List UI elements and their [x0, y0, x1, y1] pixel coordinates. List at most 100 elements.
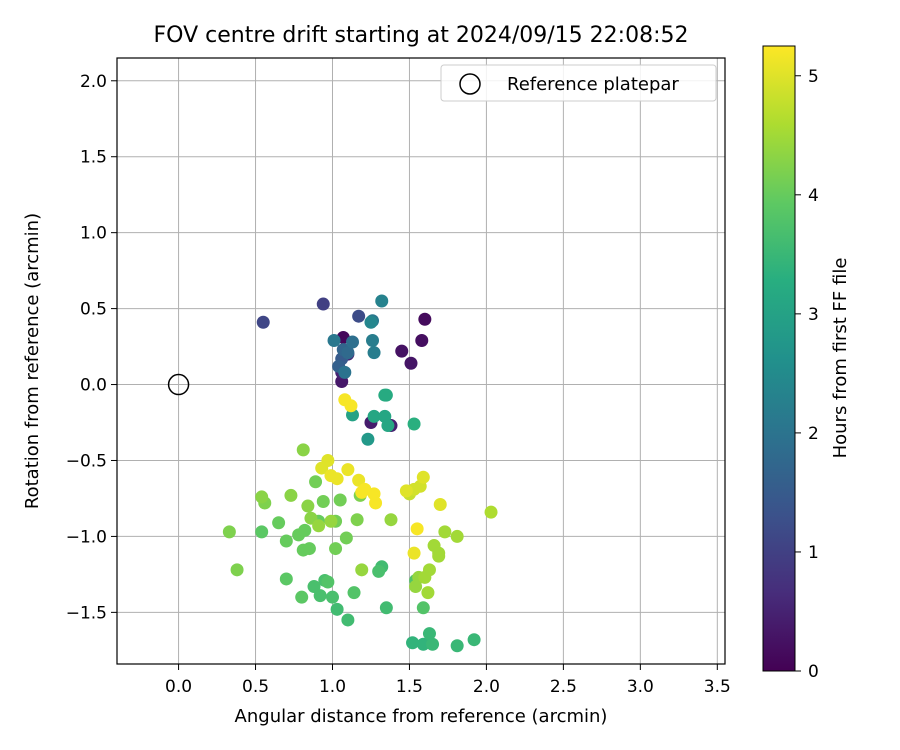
data-point: [355, 563, 369, 577]
x-tick-label: 1.0: [319, 677, 346, 697]
data-point: [467, 633, 481, 647]
data-point: [307, 580, 321, 594]
colorbar: 0 1 2 3 4 5 Hours from first FF file: [762, 45, 851, 682]
data-point: [255, 525, 269, 539]
data-point: [350, 513, 364, 527]
legend-reference-marker: [459, 73, 481, 95]
colorbar-gradient: [762, 45, 796, 672]
data-point: [316, 494, 330, 508]
colorbar-tick-label: 3: [808, 305, 819, 325]
data-point: [407, 546, 421, 560]
data-point: [366, 333, 380, 347]
data-point: [384, 513, 398, 527]
data-point: [284, 488, 298, 502]
colorbar-tick-label: 2: [808, 424, 819, 444]
data-point: [321, 575, 335, 589]
data-point: [416, 601, 430, 615]
data-point: [256, 315, 270, 329]
data-point: [484, 505, 498, 519]
y-tick-label: 0.0: [80, 376, 107, 396]
data-point: [422, 563, 436, 577]
colorbar-tick-label: 0: [808, 662, 819, 682]
data-point: [330, 602, 344, 616]
data-point: [416, 470, 430, 484]
colorbar-tick-label: 4: [808, 186, 819, 206]
data-point: [395, 344, 409, 358]
data-point: [418, 312, 432, 326]
colorbar-ticks: 0 1 2 3 4 5: [795, 67, 819, 682]
x-tick-label: 2.5: [550, 677, 577, 697]
data-point: [222, 525, 236, 539]
legend-box: [440, 64, 717, 102]
y-tick-label: −1.5: [66, 603, 107, 623]
data-point: [369, 496, 383, 510]
x-tick-label: 3.0: [627, 677, 654, 697]
legend: Reference platepar: [440, 64, 717, 102]
data-point: [379, 388, 393, 402]
data-point: [327, 333, 341, 347]
x-tick-label: 0.5: [242, 677, 269, 697]
data-point: [433, 498, 447, 512]
data-point: [399, 484, 413, 498]
y-axis-label: Rotation from reference (arcmin): [22, 213, 43, 509]
grid-lines: [117, 58, 725, 664]
data-point: [333, 493, 347, 507]
data-point: [295, 590, 309, 604]
data-point: [352, 309, 366, 323]
y-tick-label: −1.0: [66, 527, 107, 547]
data-point: [338, 365, 352, 379]
colorbar-label: Hours from first FF file: [830, 258, 851, 459]
x-axis-ticks: 0.0 0.5 1.0 1.5 2.0 2.5 3.0 3.5: [165, 664, 731, 697]
legend-label: Reference platepar: [507, 74, 679, 95]
y-tick-label: 1.5: [80, 148, 107, 168]
plot-frame: [116, 57, 726, 665]
data-point: [309, 475, 323, 489]
data-point: [450, 529, 464, 543]
data-point: [312, 519, 326, 533]
data-point: [361, 432, 375, 446]
data-point: [372, 564, 386, 578]
data-point: [324, 514, 338, 528]
x-tick-label: 0.0: [165, 677, 192, 697]
x-tick-label: 3.5: [704, 677, 731, 697]
data-point: [315, 461, 329, 475]
data-point: [272, 516, 286, 530]
data-point: [406, 636, 420, 650]
data-point: [296, 443, 310, 457]
data-point: [410, 522, 424, 536]
data-point: [255, 490, 269, 504]
data-point: [298, 523, 312, 537]
y-tick-label: 1.0: [80, 224, 107, 244]
data-point: [302, 542, 316, 556]
reference-point: [167, 373, 190, 396]
data-point: [415, 333, 429, 347]
data-point: [426, 637, 440, 651]
y-tick-label: 0.5: [80, 300, 107, 320]
data-point: [367, 346, 381, 360]
data-point: [375, 294, 389, 308]
data-points: [222, 294, 498, 653]
data-point: [422, 627, 436, 641]
data-point: [279, 534, 293, 548]
data-point: [347, 586, 361, 600]
data-point: [421, 586, 435, 600]
data-point: [450, 639, 464, 653]
data-point: [341, 346, 355, 360]
data-point: [325, 590, 339, 604]
data-point: [367, 409, 381, 423]
data-point: [313, 589, 327, 603]
data-point: [341, 463, 355, 477]
data-point: [329, 542, 343, 556]
data-point: [279, 572, 293, 586]
y-tick-label: −0.5: [66, 451, 107, 471]
data-point: [416, 637, 430, 651]
colorbar-tick-label: 5: [808, 67, 819, 87]
chart-title: FOV centre drift starting at 2024/09/15 …: [154, 23, 689, 48]
data-point: [301, 499, 315, 513]
colorbar-tick-label: 1: [808, 543, 819, 563]
reference-marker: [167, 373, 190, 396]
data-point: [341, 613, 355, 627]
y-tick-label: 2.0: [80, 72, 107, 92]
data-point: [404, 356, 418, 370]
x-axis-label: Angular distance from reference (arcmin): [235, 706, 608, 727]
